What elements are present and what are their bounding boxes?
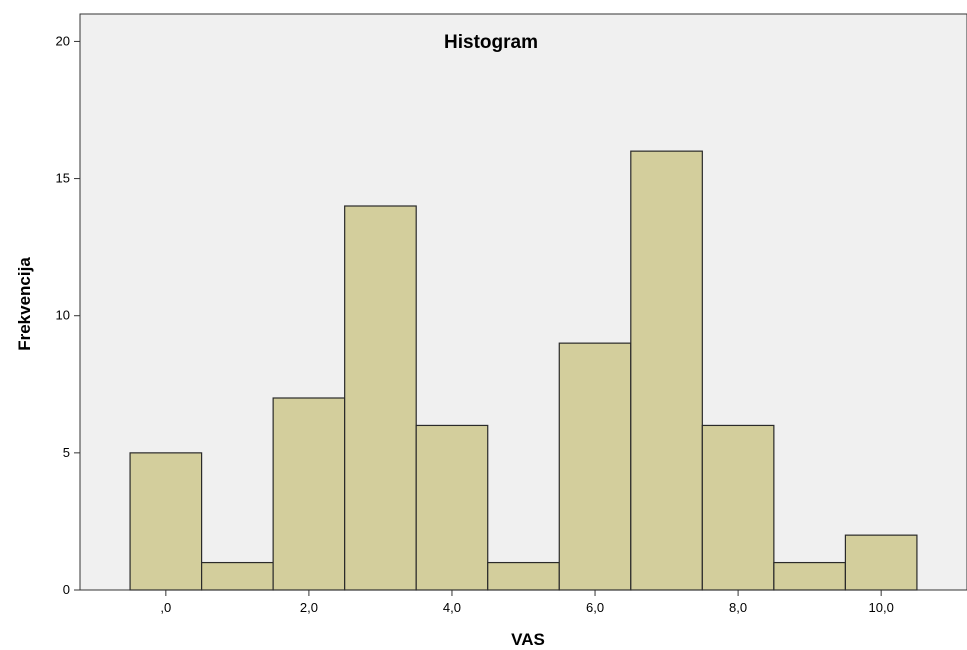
plot-background [79, 13, 967, 591]
y-ticks-group: 0 5 10 15 20 [56, 33, 80, 597]
histogram-bar [415, 424, 489, 591]
histogram-bar [701, 424, 775, 591]
histogram-bar [630, 150, 703, 591]
y-tick-label: 5 [63, 445, 70, 460]
histogram-bar [272, 397, 346, 591]
x-tick-label: 2,0 [300, 600, 318, 615]
histogram-bar [129, 452, 203, 591]
histogram-bar [344, 205, 417, 591]
x-axis-title: VAS [511, 630, 545, 649]
x-tick-label: 6,0 [586, 600, 604, 615]
histogram-bar [201, 561, 274, 591]
chart-title: Histogram [444, 32, 538, 53]
y-tick-label: 10 [56, 308, 70, 323]
bars-group [129, 150, 918, 591]
x-tick-label: 8,0 [729, 600, 747, 615]
y-axis-title: Frekvencija [15, 257, 34, 351]
histogram-bar [558, 342, 632, 591]
histogram-bar [844, 534, 918, 591]
x-ticks-group: ,0 2,0 4,0 6,0 8,0 10,0 [160, 590, 894, 615]
x-tick-label: 4,0 [443, 600, 461, 615]
x-tick-label: ,0 [160, 600, 171, 615]
x-tick-label: 10,0 [869, 600, 894, 615]
histogram-bar [773, 561, 846, 591]
y-tick-label: 20 [56, 33, 70, 48]
y-tick-label: 0 [63, 582, 70, 597]
histogram-bar [487, 561, 560, 591]
y-tick-label: 15 [56, 171, 70, 186]
